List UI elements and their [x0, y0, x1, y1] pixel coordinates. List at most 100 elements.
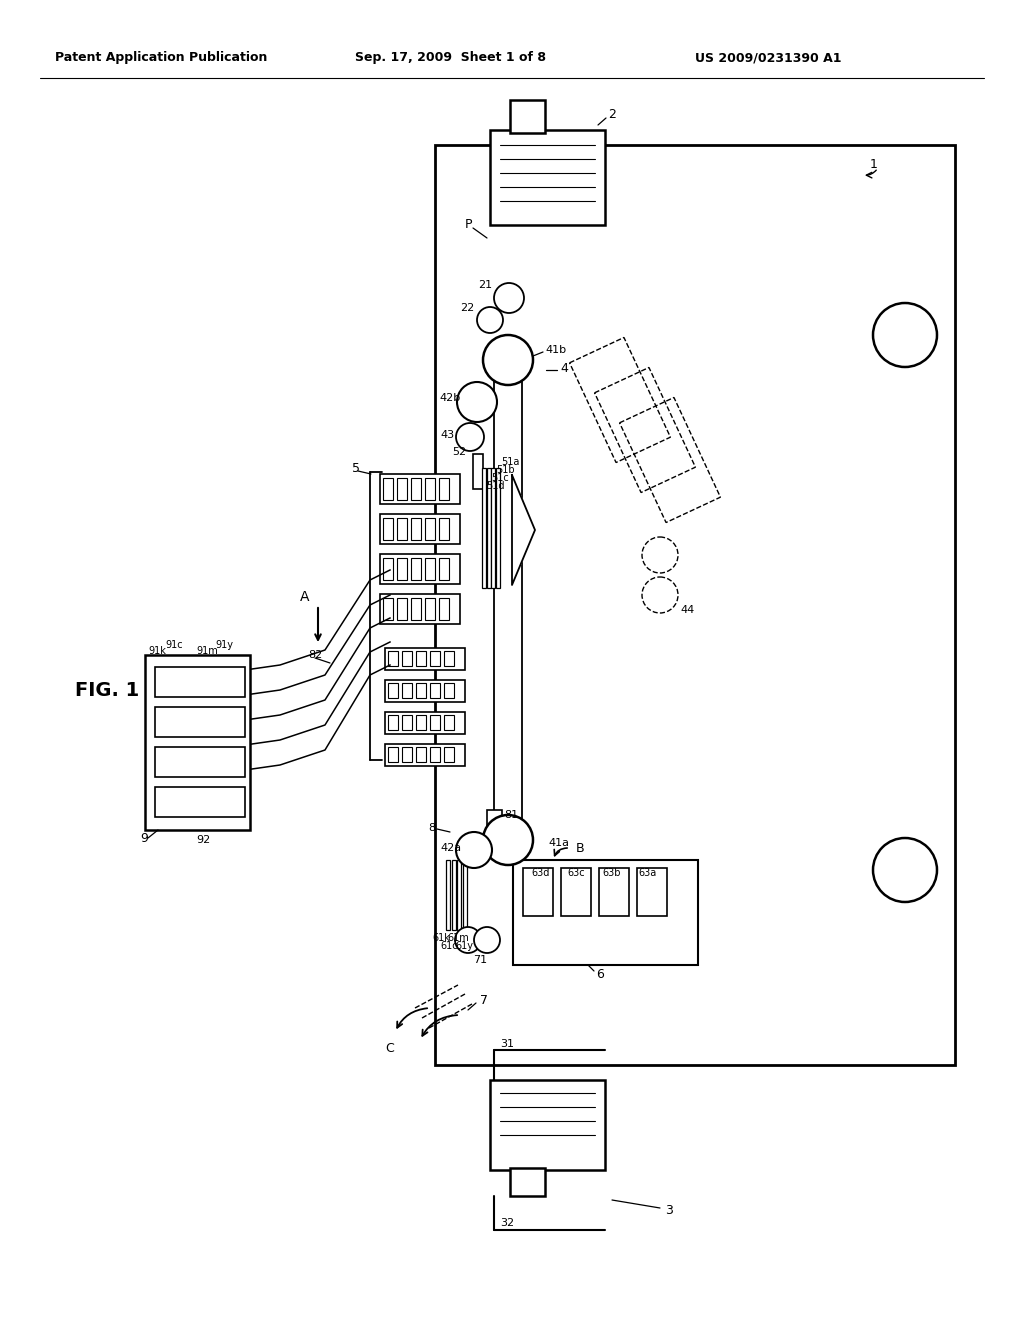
Text: 82: 82	[308, 649, 323, 660]
Bar	[385, 648, 465, 671]
Text: P: P	[465, 219, 472, 231]
Bar	[487, 469, 490, 587]
Bar	[444, 651, 454, 667]
Bar	[473, 454, 483, 488]
Bar	[425, 517, 435, 540]
Bar	[383, 517, 393, 540]
Circle shape	[456, 832, 492, 869]
Circle shape	[474, 927, 500, 953]
Bar	[425, 598, 435, 620]
Text: 61y: 61y	[455, 941, 473, 950]
Bar	[490, 1080, 605, 1170]
Circle shape	[455, 927, 481, 953]
Bar	[595, 367, 695, 492]
Circle shape	[477, 308, 503, 333]
Circle shape	[483, 814, 534, 865]
Bar	[155, 787, 245, 817]
Bar	[457, 861, 461, 931]
Bar	[383, 598, 393, 620]
Bar	[411, 478, 421, 500]
Text: 52: 52	[452, 447, 466, 457]
Text: 61c: 61c	[440, 941, 458, 950]
Bar	[430, 651, 440, 667]
Text: Sep. 17, 2009  Sheet 1 of 8: Sep. 17, 2009 Sheet 1 of 8	[355, 51, 546, 65]
Circle shape	[494, 282, 524, 313]
Text: 1: 1	[870, 158, 878, 172]
Circle shape	[873, 304, 937, 367]
Bar	[383, 558, 393, 579]
Text: B: B	[575, 842, 585, 854]
Text: 41a: 41a	[548, 838, 569, 847]
Bar	[439, 558, 449, 579]
Text: 2: 2	[608, 108, 615, 121]
Text: C: C	[385, 1041, 394, 1055]
Bar	[561, 869, 591, 916]
Text: 9: 9	[140, 832, 147, 845]
Text: 8: 8	[428, 822, 435, 833]
Bar	[411, 598, 421, 620]
Text: 43: 43	[440, 430, 454, 440]
Text: FIG. 1: FIG. 1	[75, 681, 139, 700]
Bar	[145, 655, 250, 830]
Bar	[463, 861, 467, 931]
Bar	[380, 594, 460, 624]
Text: 61m: 61m	[447, 933, 469, 942]
Bar	[155, 667, 245, 697]
Text: A: A	[300, 590, 309, 605]
Text: 7: 7	[480, 994, 488, 1006]
Text: 91c: 91c	[165, 640, 182, 649]
Text: 51b: 51b	[496, 465, 515, 475]
Text: 6: 6	[596, 968, 604, 981]
Bar	[411, 517, 421, 540]
Text: 63a: 63a	[638, 869, 656, 878]
Bar	[487, 810, 502, 840]
Bar	[397, 558, 407, 579]
Text: Patent Application Publication: Patent Application Publication	[55, 51, 267, 65]
Bar	[388, 651, 398, 667]
Bar	[569, 338, 671, 462]
Bar	[444, 682, 454, 698]
Bar	[402, 651, 412, 667]
Bar	[380, 554, 460, 583]
Circle shape	[457, 381, 497, 422]
Bar	[385, 680, 465, 702]
Text: 51c: 51c	[490, 473, 509, 483]
Text: 44: 44	[680, 605, 694, 615]
Text: 42b: 42b	[439, 393, 460, 403]
Bar	[444, 747, 454, 762]
Circle shape	[456, 422, 484, 451]
Text: 32: 32	[500, 1218, 514, 1228]
Bar	[402, 747, 412, 762]
Text: 61k: 61k	[432, 933, 450, 942]
Bar	[510, 1168, 545, 1196]
Text: 4: 4	[560, 362, 568, 375]
Bar	[388, 682, 398, 698]
Bar	[397, 517, 407, 540]
Bar	[425, 478, 435, 500]
Text: 31: 31	[500, 1039, 514, 1049]
Bar	[523, 869, 553, 916]
Bar	[416, 651, 426, 667]
Bar	[494, 345, 522, 855]
Bar	[388, 715, 398, 730]
Bar	[513, 861, 698, 965]
Bar	[430, 747, 440, 762]
Text: 5: 5	[352, 462, 360, 474]
Bar	[490, 469, 495, 587]
Polygon shape	[512, 475, 535, 585]
Text: 63d: 63d	[531, 869, 549, 878]
Bar	[446, 861, 450, 931]
Bar	[599, 869, 629, 916]
Bar	[435, 145, 955, 1065]
Text: 63b: 63b	[602, 869, 621, 878]
Bar	[383, 478, 393, 500]
Bar	[510, 100, 545, 133]
Bar	[380, 513, 460, 544]
Bar	[444, 715, 454, 730]
Bar	[637, 869, 667, 916]
Bar	[411, 558, 421, 579]
Bar	[155, 708, 245, 737]
Bar	[425, 558, 435, 579]
Text: 91k: 91k	[148, 645, 166, 656]
Bar	[496, 469, 500, 587]
